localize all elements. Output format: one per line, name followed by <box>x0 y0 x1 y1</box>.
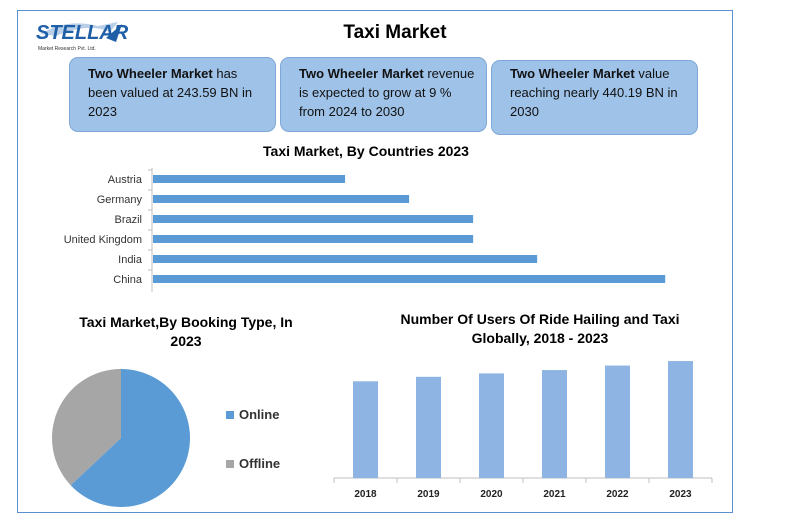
info-box-1-text: has been valued at 243.59 BN in 2023 <box>88 66 253 119</box>
logo-swoosh-icon <box>41 22 122 42</box>
country-label: Austria <box>108 174 143 186</box>
country-label: Germany <box>97 194 143 206</box>
legend-offline-label: Offline <box>239 456 281 471</box>
infographic-frame <box>17 10 733 513</box>
legend-offline: Offline <box>226 456 280 471</box>
country-bar <box>153 255 538 263</box>
year-label: 2019 <box>417 489 440 500</box>
country-label: Brazil <box>114 214 142 226</box>
year-label: 2023 <box>669 489 692 500</box>
logo-brand: STELLAR <box>36 22 129 44</box>
stellar-logo: STELLAR Market Research Pvt. Ltd. <box>36 16 129 56</box>
pie-slice-online <box>70 369 190 507</box>
year-label: 2020 <box>480 489 503 500</box>
logo-tagline: Market Research Pvt. Ltd. <box>38 46 96 52</box>
booking-chart-title: Taxi Market,By Booking Type, In 2023 <box>79 314 293 349</box>
users-bar <box>416 376 441 478</box>
info-box-2-text: revenue is expected to grow at 9 % from … <box>299 66 475 119</box>
legend-online-label: Online <box>239 407 280 422</box>
info-box-3-bold: Two Wheeler Market <box>510 66 635 81</box>
users-bar <box>479 373 504 478</box>
pie-slice-offline <box>51 369 121 486</box>
users-bar <box>353 381 378 478</box>
countries-chart-title: Taxi Market, By Countries 2023 <box>263 143 469 159</box>
year-label: 2018 <box>354 489 377 500</box>
users-bar <box>542 370 567 478</box>
country-label: China <box>113 274 143 286</box>
users-bar <box>605 365 630 478</box>
users-bar-chart: 2018 2019 2020 2021 2022 2023 <box>333 361 713 500</box>
booking-pie-chart <box>51 369 190 507</box>
country-bar <box>153 275 666 283</box>
legend-offline-swatch <box>226 460 234 468</box>
page-title: Taxi Market <box>343 22 447 43</box>
users-chart-title: Number Of Users Of Ride Hailing and Taxi… <box>400 311 680 346</box>
country-label: India <box>118 254 143 266</box>
info-box-3: Two Wheeler Market value reaching nearly… <box>491 60 698 135</box>
info-box-1-bold: Two Wheeler Market <box>88 66 213 81</box>
info-box-3-text: value reaching nearly 440.19 BN in 2030 <box>510 66 678 119</box>
year-label: 2022 <box>606 489 629 500</box>
country-bar <box>153 215 474 223</box>
year-label: 2021 <box>543 489 566 500</box>
info-box-2: Two Wheeler Market revenue is expected t… <box>280 57 487 132</box>
legend-online-swatch <box>226 411 234 419</box>
users-bar <box>668 361 693 478</box>
country-label: United Kingdom <box>64 234 142 246</box>
legend-online: Online <box>226 407 279 422</box>
country-bar <box>153 175 346 183</box>
info-box-2-bold: Two Wheeler Market <box>299 66 424 81</box>
info-box-1: Two Wheeler Market has been valued at 24… <box>69 57 276 132</box>
country-bar <box>153 195 410 203</box>
country-bar <box>153 235 474 243</box>
countries-bar-chart: Austria Germany Brazil United Kingdom India C… <box>64 168 666 292</box>
